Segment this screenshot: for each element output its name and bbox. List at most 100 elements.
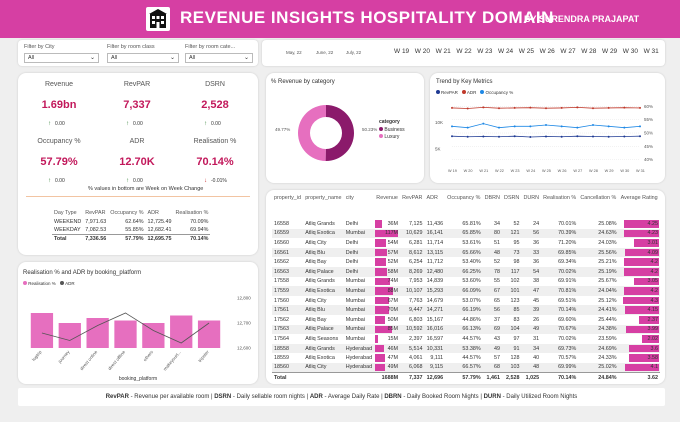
series-point[interactable]: [451, 125, 453, 128]
table-row[interactable]: 18558 Atliq Grands Hyderabad 46M 5,514 10,331…: [272, 343, 660, 354]
series-point[interactable]: [560, 135, 563, 138]
series-point[interactable]: [482, 135, 485, 138]
series-point[interactable]: [545, 107, 547, 110]
week-chip[interactable]: W 31: [643, 48, 659, 55]
series-point[interactable]: [607, 125, 610, 128]
column-header[interactable]: ADR: [426, 195, 438, 201]
series-point[interactable]: [576, 126, 579, 129]
series-point[interactable]: [513, 125, 516, 128]
week-chip[interactable]: W 21: [435, 48, 451, 55]
column-header[interactable]: RevPAR: [402, 195, 423, 201]
series-point[interactable]: [560, 125, 563, 128]
column-header[interactable]: Average Rating: [620, 195, 658, 201]
series-point[interactable]: [545, 124, 547, 126]
column-header[interactable]: property_name: [305, 195, 342, 201]
donut-slice-business[interactable]: [325, 105, 354, 161]
series-point[interactable]: [498, 135, 500, 138]
column-header[interactable]: property_id: [274, 195, 301, 201]
series-point[interactable]: [560, 106, 563, 109]
series-point[interactable]: [545, 135, 547, 138]
week-chip[interactable]: W 19: [394, 48, 410, 55]
series-point[interactable]: [513, 135, 516, 138]
bar-journey[interactable]: [58, 323, 81, 348]
column-header[interactable]: DURN: [523, 195, 540, 201]
table-row[interactable]: 17559 Atliq Exotica Mumbai 88M 10,107 15,293 6…: [272, 286, 660, 296]
series-point[interactable]: [592, 107, 594, 110]
week-chip[interactable]: W 23: [477, 48, 493, 55]
week-chip[interactable]: W 29: [602, 48, 618, 55]
week-chip[interactable]: W 28: [581, 48, 597, 55]
week-chip[interactable]: W 27: [560, 48, 576, 55]
table-row[interactable]: 16561 Atliq Blu Delhi 57M 8,612 13,115 65.66% 4…: [272, 247, 660, 258]
series-point[interactable]: [623, 126, 626, 129]
donut-slice-luxury[interactable]: [297, 105, 326, 161]
table-row[interactable]: 18560 Atliq City Hyderabad 49M 6,068 9,115 66.…: [272, 362, 660, 373]
series-point[interactable]: [623, 106, 626, 109]
table-row[interactable]: 17561 Atliq Blu Mumbai 70M 9,447 14,271 66.19%…: [272, 305, 660, 315]
series-point[interactable]: [529, 125, 532, 128]
bar-others[interactable]: [142, 323, 165, 348]
table-row[interactable]: 16558 Atliq Grands Delhi 36M 7,125 11,436 65.8…: [272, 219, 660, 229]
column-header[interactable]: DSRN: [504, 195, 520, 201]
series-point[interactable]: [623, 135, 626, 138]
series-point[interactable]: [466, 126, 469, 129]
table-row[interactable]: 16563 Atliq Palace Delhi 58M 8,269 12,480 66.2…: [272, 266, 660, 277]
week-chip[interactable]: W 20: [414, 48, 430, 55]
column-header[interactable]: city: [345, 195, 354, 201]
month-label[interactable]: May, 22: [286, 50, 302, 55]
bar-logtrip[interactable]: [30, 313, 54, 348]
week-chip[interactable]: W 30: [622, 48, 638, 55]
month-label[interactable]: June, 22: [316, 50, 334, 55]
city-filter-dropdown[interactable]: All ⌄: [24, 53, 99, 63]
series-point[interactable]: [607, 135, 610, 138]
table-header[interactable]: ADR: [147, 210, 159, 217]
bar-makeyourt-[interactable]: [170, 315, 193, 349]
table-row[interactable]: 17562 Atliq Bay Mumbai 50M 6,803 15,167 44.86%…: [272, 315, 660, 325]
series-point[interactable]: [639, 125, 641, 128]
bar-direct-online[interactable]: [86, 318, 109, 348]
room-class-filter-dropdown[interactable]: All ⌄: [107, 53, 179, 63]
series-point[interactable]: [482, 106, 485, 109]
column-header[interactable]: Cancellation %: [580, 195, 617, 201]
series-point[interactable]: [482, 122, 485, 125]
table-header[interactable]: Realisation %: [175, 210, 209, 217]
week-chip[interactable]: W 25: [518, 48, 534, 55]
table-header[interactable]: RevPAR: [85, 210, 106, 217]
series-point[interactable]: [451, 135, 453, 138]
bar-direct-offline[interactable]: [114, 320, 137, 349]
series-point[interactable]: [576, 106, 579, 109]
series-point[interactable]: [639, 135, 641, 138]
table-row[interactable]: 16559 Atliq Exotica Mumbai 117M 10,629 16,141…: [272, 228, 660, 239]
column-header[interactable]: DBRN: [484, 195, 500, 201]
bar-tripster[interactable]: [197, 320, 221, 349]
series-point[interactable]: [576, 135, 579, 138]
series-point[interactable]: [466, 135, 469, 138]
table-row[interactable]: 18559 Atliq Exotica Hyderabad 47M 4,061 9,111…: [272, 353, 660, 363]
table-row[interactable]: 17558 Atliq Grands Mumbai 74M 7,953 14,839 53.…: [272, 277, 660, 287]
week-chip[interactable]: W 26: [539, 48, 555, 55]
series-point[interactable]: [466, 107, 469, 110]
series-point[interactable]: [529, 106, 532, 109]
series-point[interactable]: [529, 136, 532, 138]
column-header[interactable]: Occupancy %: [447, 195, 481, 201]
table-header[interactable]: Day Type: [54, 210, 77, 217]
column-header[interactable]: Revenue: [376, 195, 398, 201]
series-point[interactable]: [451, 106, 453, 109]
series-point[interactable]: [498, 107, 500, 110]
series-point[interactable]: [498, 126, 500, 129]
table-row[interactable]: 16562 Atliq Bay Delhi 52M 6,254 11,712 53.40% 5…: [272, 257, 660, 267]
table-row[interactable]: 16560 Atliq City Delhi 54M 6,281 11,714 53.61%…: [272, 238, 660, 248]
week-chip[interactable]: W 24: [498, 48, 514, 55]
series-point[interactable]: [639, 106, 641, 109]
table-row[interactable]: 17564 Atliq Seasons Mumbai 15M 2,397 16,597 44…: [272, 334, 660, 344]
table-row[interactable]: 17560 Atliq City Mumbai 67M 7,763 14,679 53.07…: [272, 296, 660, 306]
column-header[interactable]: Realisation %: [543, 195, 577, 201]
week-chip[interactable]: W 22: [456, 48, 472, 55]
series-point[interactable]: [592, 135, 594, 138]
room-category-filter-dropdown[interactable]: All ⌄: [185, 53, 253, 63]
month-label[interactable]: July, 22: [346, 50, 362, 55]
series-point[interactable]: [592, 124, 594, 126]
table-row[interactable]: 17563 Atliq Palace Mumbai 85M 10,592 16,016 66…: [272, 324, 660, 335]
table-header[interactable]: Occupancy %: [110, 210, 144, 217]
series-point[interactable]: [607, 106, 610, 109]
